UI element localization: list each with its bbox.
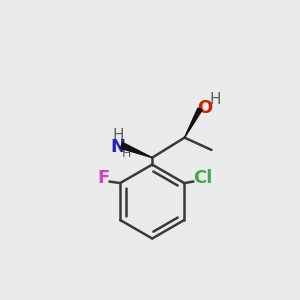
Text: H: H bbox=[210, 92, 221, 107]
Polygon shape bbox=[120, 142, 152, 158]
Polygon shape bbox=[184, 108, 202, 138]
Text: O: O bbox=[197, 99, 212, 117]
Text: F: F bbox=[97, 169, 110, 187]
Text: N: N bbox=[111, 138, 126, 156]
Text: Cl: Cl bbox=[193, 169, 212, 187]
Text: H: H bbox=[121, 147, 131, 160]
Text: H: H bbox=[112, 128, 124, 143]
